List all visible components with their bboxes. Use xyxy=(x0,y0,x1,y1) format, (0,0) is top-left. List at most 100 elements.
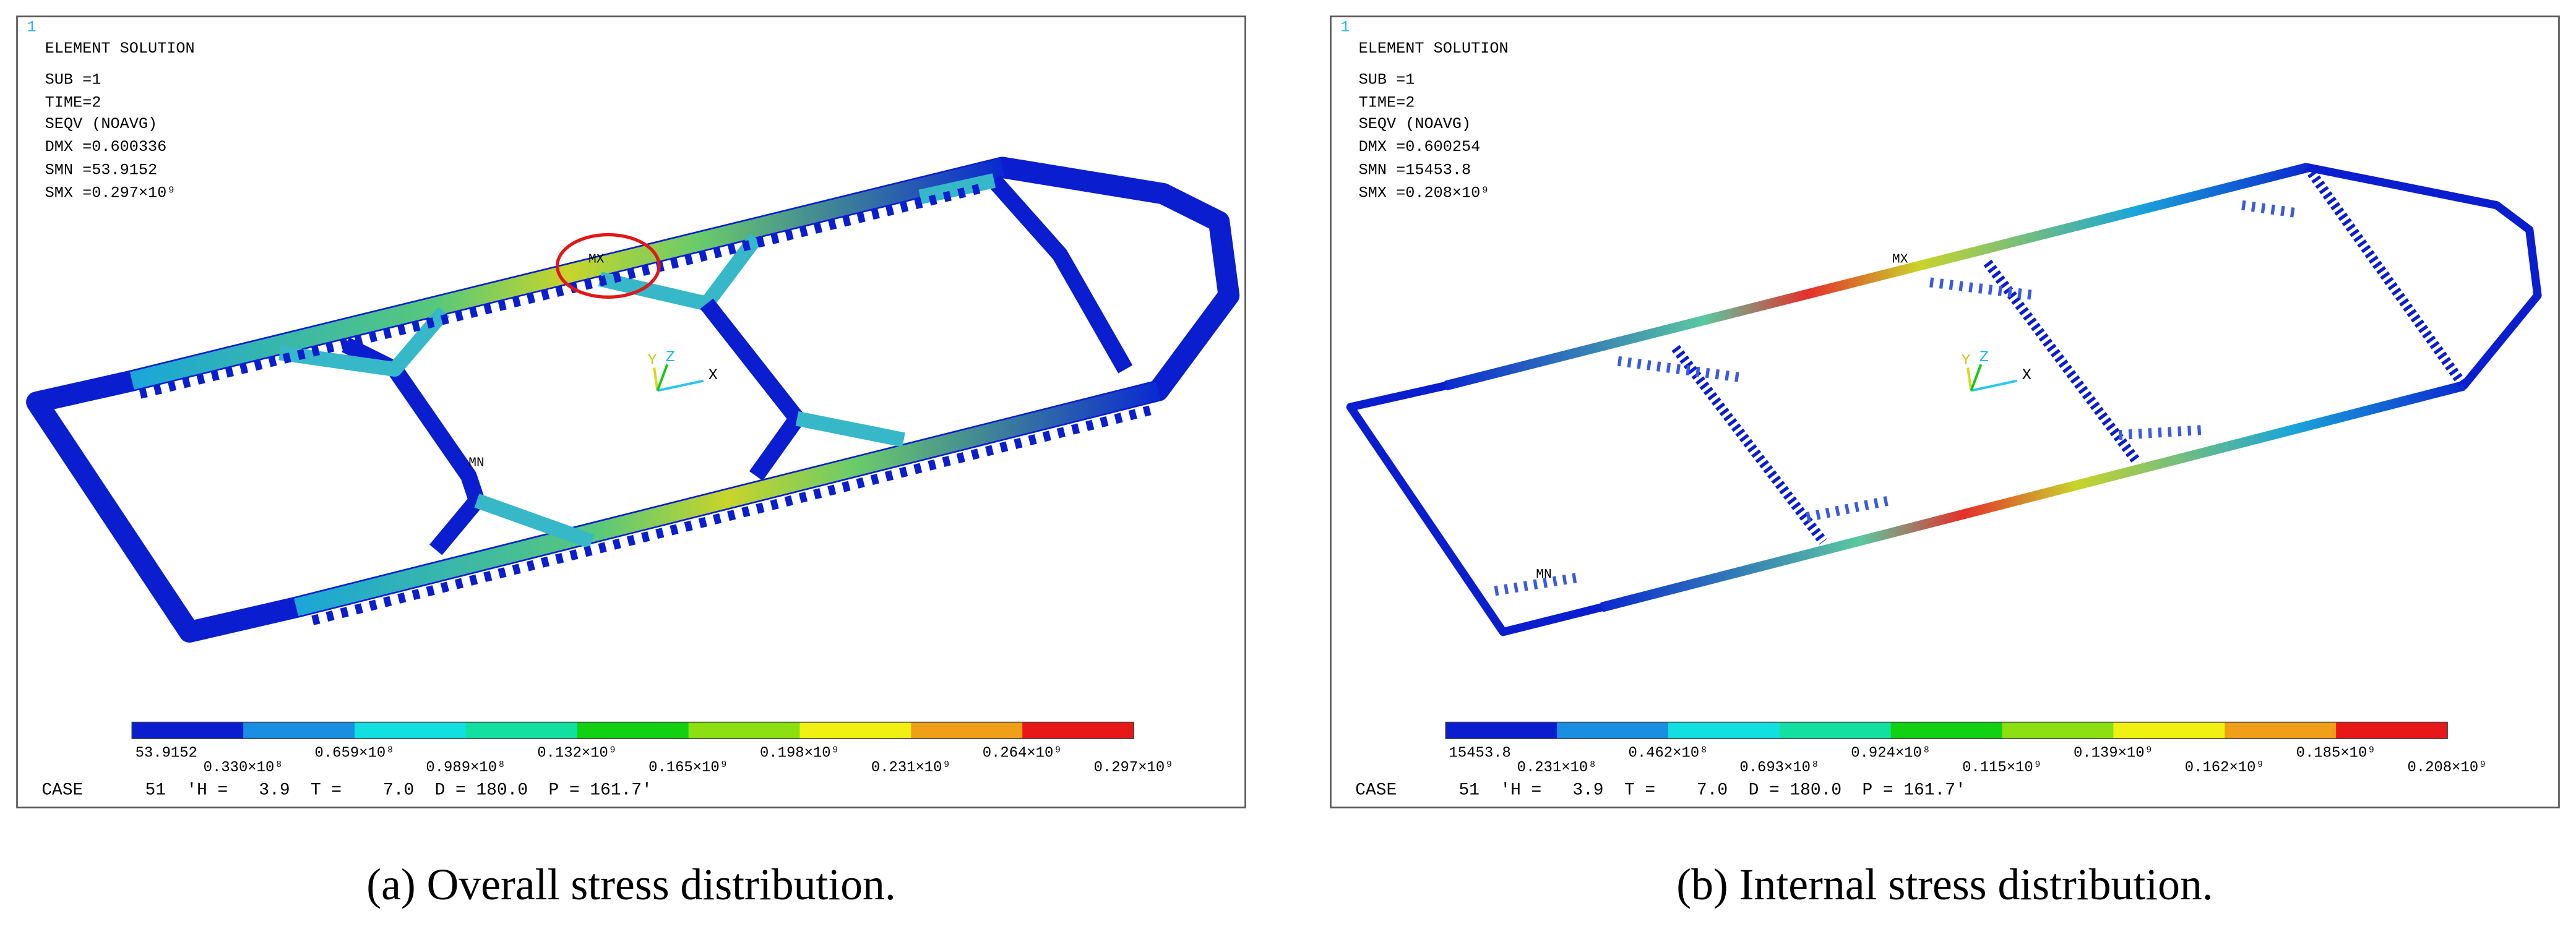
axis-triad xyxy=(656,364,669,392)
legend-label: 0.165×10⁹ xyxy=(648,760,728,776)
case-line: CASE 51 'H = 3.9 T = 7.0 D = 180.0 P = 1… xyxy=(41,781,652,800)
structure-member xyxy=(1929,277,2038,301)
legend-label: 0.198×10⁹ xyxy=(760,745,840,761)
triad-label: X xyxy=(2022,366,2031,384)
legend-label: 0.330×10⁸ xyxy=(204,760,283,776)
legend-swatch xyxy=(2336,722,2448,739)
header-line: SEQV (NOAVG) xyxy=(1359,115,1471,133)
legend-label: 0.185×10⁹ xyxy=(2296,745,2376,761)
legend-swatch xyxy=(1668,722,1780,739)
header-line: SEQV (NOAVG) xyxy=(45,115,158,133)
panel: 1 ELEMENT SOLUTION SUB =1 TIME=2 SEQV (NOAVG… xyxy=(1330,15,2560,909)
structure-member xyxy=(1983,259,2140,463)
structure-member xyxy=(1671,345,1827,545)
highlight-circle xyxy=(555,233,661,299)
triad-label: Y xyxy=(648,351,657,369)
structure-member xyxy=(1617,356,1742,383)
legend-label: 0.231×10⁸ xyxy=(1517,760,1597,776)
corner-number: 1 xyxy=(27,18,36,36)
header-line: SMX =0.208×10⁹ xyxy=(1359,184,1490,202)
legend-swatch xyxy=(243,722,355,739)
legend-label: 0.132×10⁹ xyxy=(537,745,617,761)
structure-member xyxy=(474,494,595,549)
structure-member xyxy=(139,182,988,399)
structure-member xyxy=(1444,162,2309,391)
triad-label: Z xyxy=(1979,348,1989,366)
legend-swatch xyxy=(2225,722,2337,739)
header-line: SUB =1 xyxy=(1359,71,1415,88)
axis-triad xyxy=(1971,379,2018,392)
structure-member xyxy=(988,175,1133,374)
legend-label: 53.9152 xyxy=(136,745,197,761)
legend-swatch xyxy=(1779,722,1892,739)
legend-label: 15453.8 xyxy=(1449,745,1511,761)
legend-swatch xyxy=(132,722,244,739)
header-line: SUB =1 xyxy=(45,71,101,88)
legend-swatch xyxy=(1890,722,2003,739)
legend-label: 0.659×10⁸ xyxy=(315,745,395,761)
legend-swatch xyxy=(355,722,467,739)
min-marker: MN xyxy=(468,456,484,471)
legend-label: 0.231×10⁹ xyxy=(871,760,951,776)
legend-swatch xyxy=(1445,722,1557,739)
structure-member xyxy=(311,405,1152,625)
panel: 1 ELEMENT SOLUTION SUB =1 TIME=2 SEQV (NOAVG… xyxy=(16,15,1246,909)
max-marker: MX xyxy=(1892,252,1908,267)
axis-triad xyxy=(1966,367,1973,391)
structure-member xyxy=(1600,380,2465,612)
legend-label: 0.208×10⁹ xyxy=(2408,760,2488,776)
legend-swatch xyxy=(2002,722,2114,739)
structure-member xyxy=(1494,573,1578,596)
legend-swatch xyxy=(1557,722,1669,739)
structure-member xyxy=(795,411,905,447)
caption: (a) Overall stress distribution. xyxy=(366,860,896,909)
legend-label: 0.139×10⁹ xyxy=(2074,745,2153,761)
legend-label: 0.989×10⁸ xyxy=(426,760,506,776)
legend-label: 0.162×10⁹ xyxy=(2185,760,2265,776)
structure-member xyxy=(918,173,996,205)
axis-triad xyxy=(657,379,704,392)
structure xyxy=(1346,162,2542,636)
legend-label: 0.462×10⁸ xyxy=(1629,745,1708,761)
legend-swatch xyxy=(799,722,912,739)
header-line: TIME=2 xyxy=(45,93,101,111)
legend-swatch xyxy=(577,722,689,739)
case-line: CASE 51 'H = 3.9 T = 7.0 D = 180.0 P = 1… xyxy=(1355,781,1965,800)
structure-member xyxy=(2118,425,2202,440)
legend-border xyxy=(1445,721,2448,739)
header-line: TIME=2 xyxy=(1359,93,1415,111)
legend-swatch xyxy=(1022,722,1134,739)
triad-label: Y xyxy=(1962,351,1971,369)
caption: (b) Internal stress distribution. xyxy=(1676,860,2213,909)
structure-member xyxy=(278,307,450,377)
legend-swatch xyxy=(688,722,801,739)
legend-label: 0.924×10⁸ xyxy=(1851,745,1931,761)
header-line: SMN =15453.8 xyxy=(1359,161,1471,179)
structure xyxy=(26,156,1240,643)
triad-label: X xyxy=(709,366,718,384)
min-marker: MN xyxy=(1536,567,1551,582)
axis-triad xyxy=(1970,364,1983,392)
header-line: ELEMENT SOLUTION xyxy=(1359,40,1509,58)
corner-number: 1 xyxy=(1340,18,1350,36)
structure-member xyxy=(1806,495,1890,522)
structure-member xyxy=(129,158,1005,390)
legend-label: 0.264×10⁹ xyxy=(983,745,1062,761)
axis-triad xyxy=(653,367,659,391)
header-line: SMX =0.297×10⁹ xyxy=(45,184,176,202)
legend-swatch xyxy=(911,722,1023,739)
structure-member xyxy=(2303,165,2468,389)
header-line: ELEMENT SOLUTION xyxy=(45,40,195,58)
header-line: SMN =53.9152 xyxy=(45,161,158,179)
legend-swatch xyxy=(465,722,578,739)
legend-label: 0.115×10⁹ xyxy=(1962,760,2042,776)
header-line: DMX =0.600336 xyxy=(45,138,167,156)
header-line: DMX =0.600254 xyxy=(1359,138,1481,156)
triad-label: Z xyxy=(666,348,675,366)
legend-border xyxy=(131,721,1134,739)
legend-label: 0.297×10⁹ xyxy=(1094,760,1174,776)
structure-member xyxy=(294,382,1161,617)
legend-swatch xyxy=(2113,722,2226,739)
